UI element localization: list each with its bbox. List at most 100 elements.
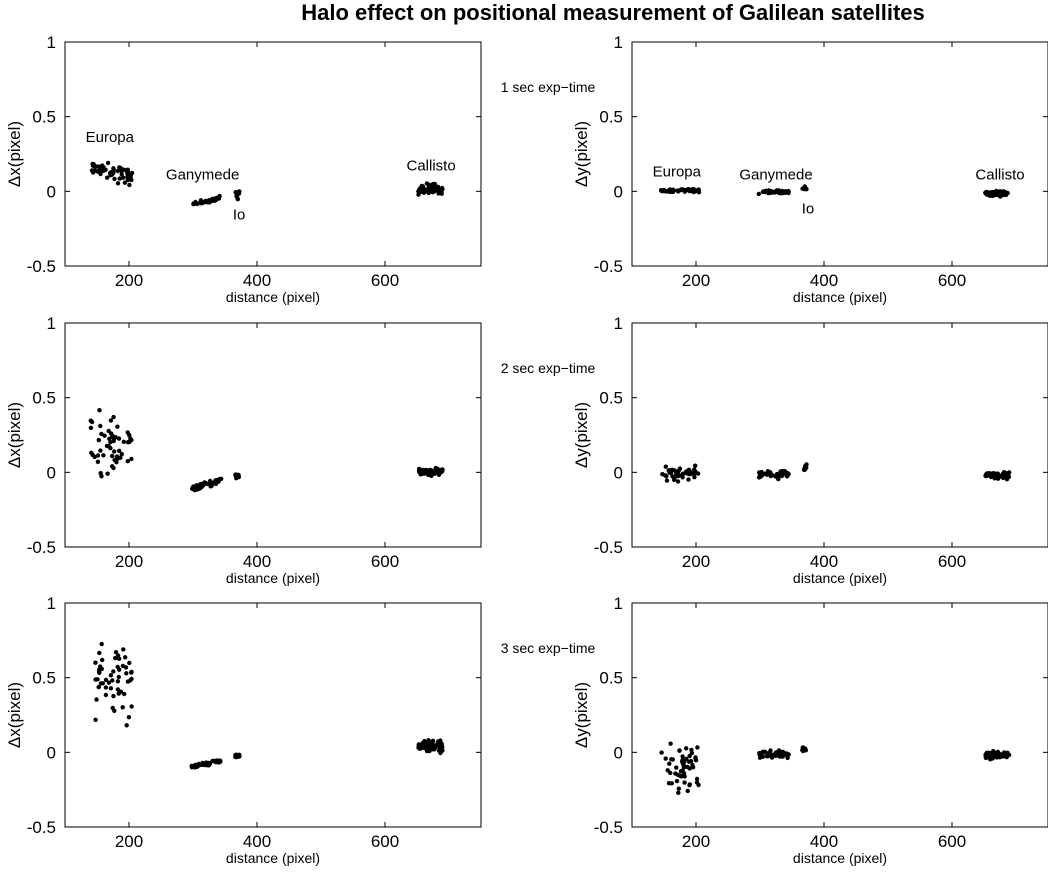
data-points	[88, 408, 445, 493]
data-point	[95, 459, 101, 464]
data-point	[120, 705, 125, 710]
data-point	[663, 756, 668, 761]
data-point	[437, 743, 443, 748]
data-point	[123, 665, 129, 670]
panel-0-0: 200 400 600 -0.5 0 0.5 1 distance (pixel) Δx(pix…	[5, 33, 595, 305]
data-point	[659, 750, 664, 755]
data-point	[426, 184, 432, 189]
data-point	[208, 198, 213, 203]
series-callisto	[983, 749, 1012, 762]
data-point	[768, 473, 773, 479]
data-point	[684, 756, 689, 762]
data-point	[678, 187, 684, 192]
series-callisto	[416, 465, 445, 478]
data-point	[196, 763, 201, 768]
series-io	[233, 752, 242, 760]
x-axis-label: distance (pixel)	[226, 289, 320, 305]
series-callisto	[983, 188, 1010, 199]
data-point	[103, 692, 109, 698]
series-ganymede	[756, 188, 791, 197]
data-point	[990, 471, 995, 477]
data-point	[803, 748, 808, 753]
data-point	[129, 670, 134, 675]
y-tick-label: 0.5	[32, 389, 56, 408]
annotation-europa: Europa	[653, 163, 702, 180]
data-point	[98, 423, 103, 429]
data-point	[687, 783, 692, 788]
x-tick-label: 200	[115, 271, 143, 290]
data-point	[781, 190, 786, 195]
y-tick-label: -0.5	[594, 538, 623, 557]
data-point	[696, 782, 701, 788]
x-tick-label: 600	[938, 832, 966, 851]
data-point	[436, 191, 441, 196]
data-point	[756, 191, 761, 197]
data-point	[104, 443, 110, 449]
x-tick-label: 400	[243, 271, 271, 290]
data-point	[676, 473, 681, 479]
data-point	[99, 641, 104, 647]
data-point	[680, 760, 685, 765]
data-point	[685, 788, 690, 794]
series-europa	[88, 408, 134, 479]
data-point	[756, 475, 762, 480]
data-point	[111, 414, 116, 420]
data-point	[126, 715, 132, 720]
data-point	[108, 445, 113, 451]
data-point	[99, 164, 105, 169]
data-point	[103, 167, 108, 172]
data-point	[96, 684, 101, 690]
data-point	[758, 752, 763, 757]
data-point	[429, 473, 434, 478]
x-tick-label: 200	[682, 552, 710, 571]
plot-frame	[64, 602, 482, 828]
panel-1-0: 200 400 600 -0.5 0 0.5 1 distance (pixel) Δx(pix…	[5, 314, 595, 586]
data-point	[211, 758, 216, 764]
series-ganymede	[189, 758, 223, 770]
data-point	[110, 433, 115, 438]
data-points	[658, 184, 1010, 199]
x-axis-label: distance (pixel)	[793, 570, 887, 586]
y-tick-label: 0	[47, 182, 56, 201]
data-point	[129, 704, 134, 709]
data-point	[128, 436, 133, 441]
data-point	[108, 686, 114, 691]
data-point	[802, 186, 807, 192]
series-io	[800, 745, 808, 754]
data-point	[422, 738, 427, 744]
data-point	[114, 460, 119, 465]
y-tick-label: 1	[614, 594, 623, 613]
data-point	[675, 772, 681, 778]
data-point	[994, 189, 1000, 194]
data-point	[994, 473, 1000, 479]
data-point	[786, 189, 791, 194]
data-point	[189, 765, 195, 770]
data-point	[786, 752, 791, 757]
y-tick-label: 1	[47, 594, 56, 613]
data-point	[193, 487, 198, 493]
data-point	[216, 760, 222, 765]
data-point	[435, 466, 440, 472]
data-point	[440, 748, 445, 753]
plot-frame	[631, 41, 1048, 267]
data-point	[98, 664, 103, 669]
annotation-callisto: Callisto	[975, 166, 1024, 183]
data-point	[116, 656, 122, 661]
data-point	[115, 664, 120, 670]
data-point	[88, 425, 94, 430]
data-point	[98, 471, 103, 476]
y-axis-label: Δy(pixel)	[572, 682, 591, 748]
data-point	[96, 164, 101, 169]
plot-frame	[631, 322, 1048, 548]
data-point	[695, 471, 701, 476]
data-point	[195, 201, 200, 206]
y-tick-label: 0.5	[599, 669, 623, 688]
data-point	[191, 202, 196, 207]
data-point	[120, 175, 126, 180]
annotation-europa: Europa	[86, 129, 135, 146]
x-tick-label: 400	[243, 832, 271, 851]
data-point	[420, 471, 425, 476]
x-tick-label: 600	[938, 271, 966, 290]
y-tick-label: 0	[47, 743, 56, 762]
y-tick-label: 1	[47, 33, 56, 52]
